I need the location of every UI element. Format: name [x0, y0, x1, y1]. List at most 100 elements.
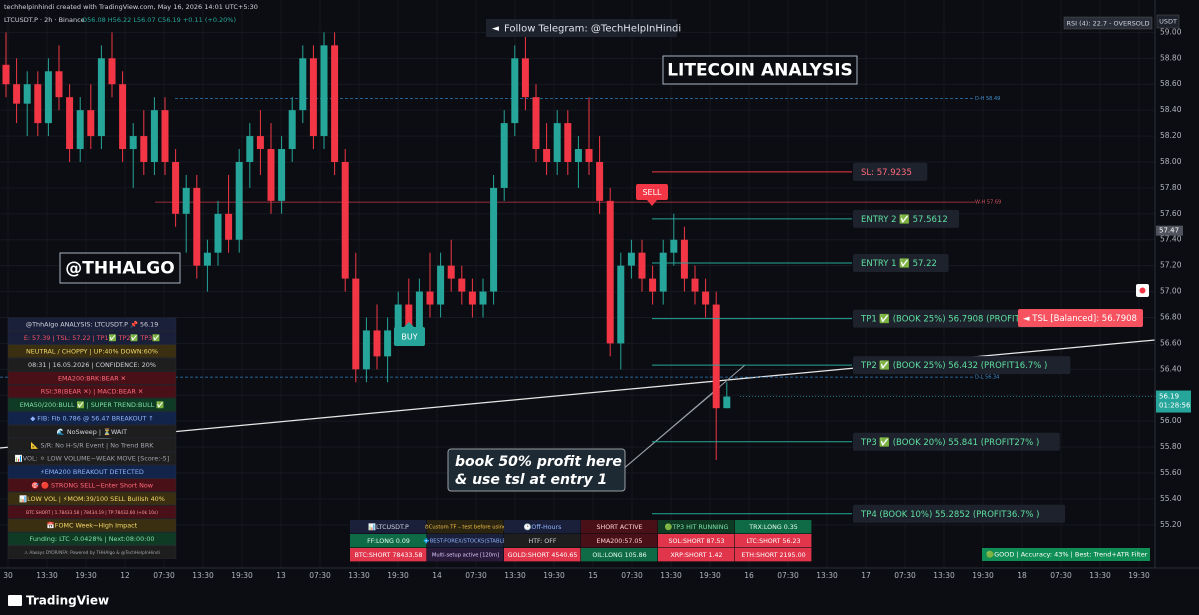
panel-text: ⚠ Always DYOR/NFA: Powered by THHAlgo & …	[24, 550, 160, 556]
panel-text: 📅FOMC Week~High Impact	[47, 522, 138, 530]
candle-body	[76, 110, 84, 150]
annotation-pointer	[621, 364, 746, 471]
x-tick-label: 19:30	[75, 571, 97, 580]
panel-row	[7, 505, 177, 519]
panel-text: Funding: LTC -0.0428% | Next:08:00:00	[30, 535, 155, 543]
annotation-box	[447, 448, 626, 492]
y-tick-label: 56.80	[1160, 312, 1182, 321]
x-tick-label: 13:30	[36, 571, 58, 580]
y-tick-label: 55.60	[1160, 468, 1182, 477]
panel-row	[7, 465, 177, 479]
x-tick-label: 14	[432, 571, 442, 580]
strip-text: 📊LTCUSDT.P	[368, 523, 409, 531]
candle-body	[585, 149, 593, 162]
strip-cell	[735, 520, 812, 534]
candle-body	[712, 304, 720, 409]
strip-text: TRX:LONG 0.35	[748, 524, 798, 531]
panel-row	[7, 344, 177, 358]
telegram-box	[486, 19, 677, 37]
panel-row	[7, 317, 177, 332]
strip-text: 💠BEST:FOREX/STOCKS(STABLE)	[423, 538, 507, 545]
strip-cell	[735, 548, 812, 562]
candle-body	[55, 71, 63, 98]
trade-level-box	[853, 504, 1066, 523]
x-tick-label: 13:30	[192, 571, 214, 580]
panel-row	[7, 425, 177, 439]
trade-level-box	[853, 309, 1044, 328]
panel-row	[7, 518, 177, 533]
candle-body	[108, 58, 116, 85]
trade-level-label: TP3 ✅ (BOOK 20%) 55.841 (PROFIT27% )	[860, 437, 1039, 448]
candle-body	[129, 136, 137, 150]
panel-row	[7, 478, 177, 492]
tsl: ◄ TSL [Balanced]: 56.7908	[1023, 314, 1137, 324]
candle-body	[203, 252, 211, 266]
strip-text: Multi-setup active [120m]	[432, 553, 499, 559]
panel-row	[7, 358, 177, 372]
x-tick-label: 07:30	[153, 571, 175, 580]
candle-body	[320, 45, 328, 137]
candle-body	[373, 330, 381, 357]
strip-cell	[504, 520, 581, 534]
x-tick-label: 15	[588, 571, 598, 580]
strip-cell	[658, 548, 735, 562]
x-tick-label: 19:30	[231, 571, 253, 580]
footer-logo	[8, 595, 22, 606]
candle-body	[458, 278, 466, 292]
candle-body	[161, 110, 169, 162]
x-tick-label: 18	[1017, 571, 1027, 580]
buy-label: BUY	[401, 333, 417, 342]
brand: @THHALGO	[65, 259, 174, 279]
candle-body	[649, 278, 657, 292]
x-tick-label: 19:30	[543, 571, 565, 580]
candle-body	[172, 161, 180, 214]
candle-body	[564, 123, 572, 162]
strip-cell	[658, 520, 735, 534]
candle-body	[352, 278, 360, 370]
rsi: RSI (4): 22.7 - OVERSOLD	[1067, 20, 1150, 28]
strip-text: ETH:SHORT 2195.00	[741, 552, 805, 559]
panel-text: BTC SHORT | 1.78433.58 | 78434.19 | TP:7…	[26, 510, 158, 516]
price-tag-label: 57.47	[1159, 227, 1179, 235]
panel-text: RSI:38(BEAR ✕) | MACD:BEAR ✕	[41, 388, 143, 396]
candle-body	[405, 304, 413, 331]
candle-body	[309, 58, 317, 137]
y-tick-label: 58.60	[1160, 79, 1182, 88]
strip-cell	[350, 548, 427, 562]
y-tick-label: 58.20	[1160, 131, 1182, 140]
candle-body	[66, 97, 74, 150]
panel-row	[7, 411, 177, 425]
x-tick-label: 30	[3, 571, 13, 580]
x-tick-label: 19:30	[972, 571, 994, 580]
candle-body	[140, 136, 148, 162]
y-tick-label: 55.20	[1160, 520, 1182, 529]
panel-row	[7, 438, 177, 452]
y-tick-label: 56.00	[1160, 416, 1182, 425]
trade-level-label: TP4 (BOOK 10%) 55.2852 (PROFIT36.7% )	[860, 510, 1040, 520]
trade-level-box	[853, 356, 1071, 375]
candle-body	[288, 110, 296, 150]
x-tick-label: 13:30	[660, 571, 682, 580]
candle-body	[521, 58, 529, 98]
candle-body	[553, 123, 561, 162]
sell-arrow	[647, 200, 657, 206]
trade-level-label: ENTRY 2 ✅ 57.5612	[861, 214, 948, 225]
price-tag	[1156, 225, 1183, 236]
x-tick-label: 13:30	[933, 571, 955, 580]
creator: techhelpinhindi created with TradingView…	[4, 3, 258, 11]
y-tick-label: 57.60	[1160, 209, 1182, 218]
current-price-box	[1156, 390, 1191, 413]
candle-body	[415, 291, 423, 331]
x-tick-label: 19:30	[387, 571, 409, 580]
key-level-label: W-H 57.69	[975, 200, 1001, 206]
candle-body	[606, 200, 614, 344]
y-tick-label: 58.00	[1160, 157, 1182, 166]
candle-body	[638, 252, 646, 279]
y-tick-label: 57.80	[1160, 183, 1182, 192]
y-tick-label: 55.40	[1160, 494, 1182, 503]
trade-level-box	[853, 162, 928, 181]
tsl-box	[1018, 309, 1143, 327]
brand-box	[59, 252, 181, 284]
strip-text: GOLD:SHORT 4540.65	[508, 552, 578, 559]
telegram: Follow Telegram: @TechHelpInHindi	[504, 24, 681, 35]
